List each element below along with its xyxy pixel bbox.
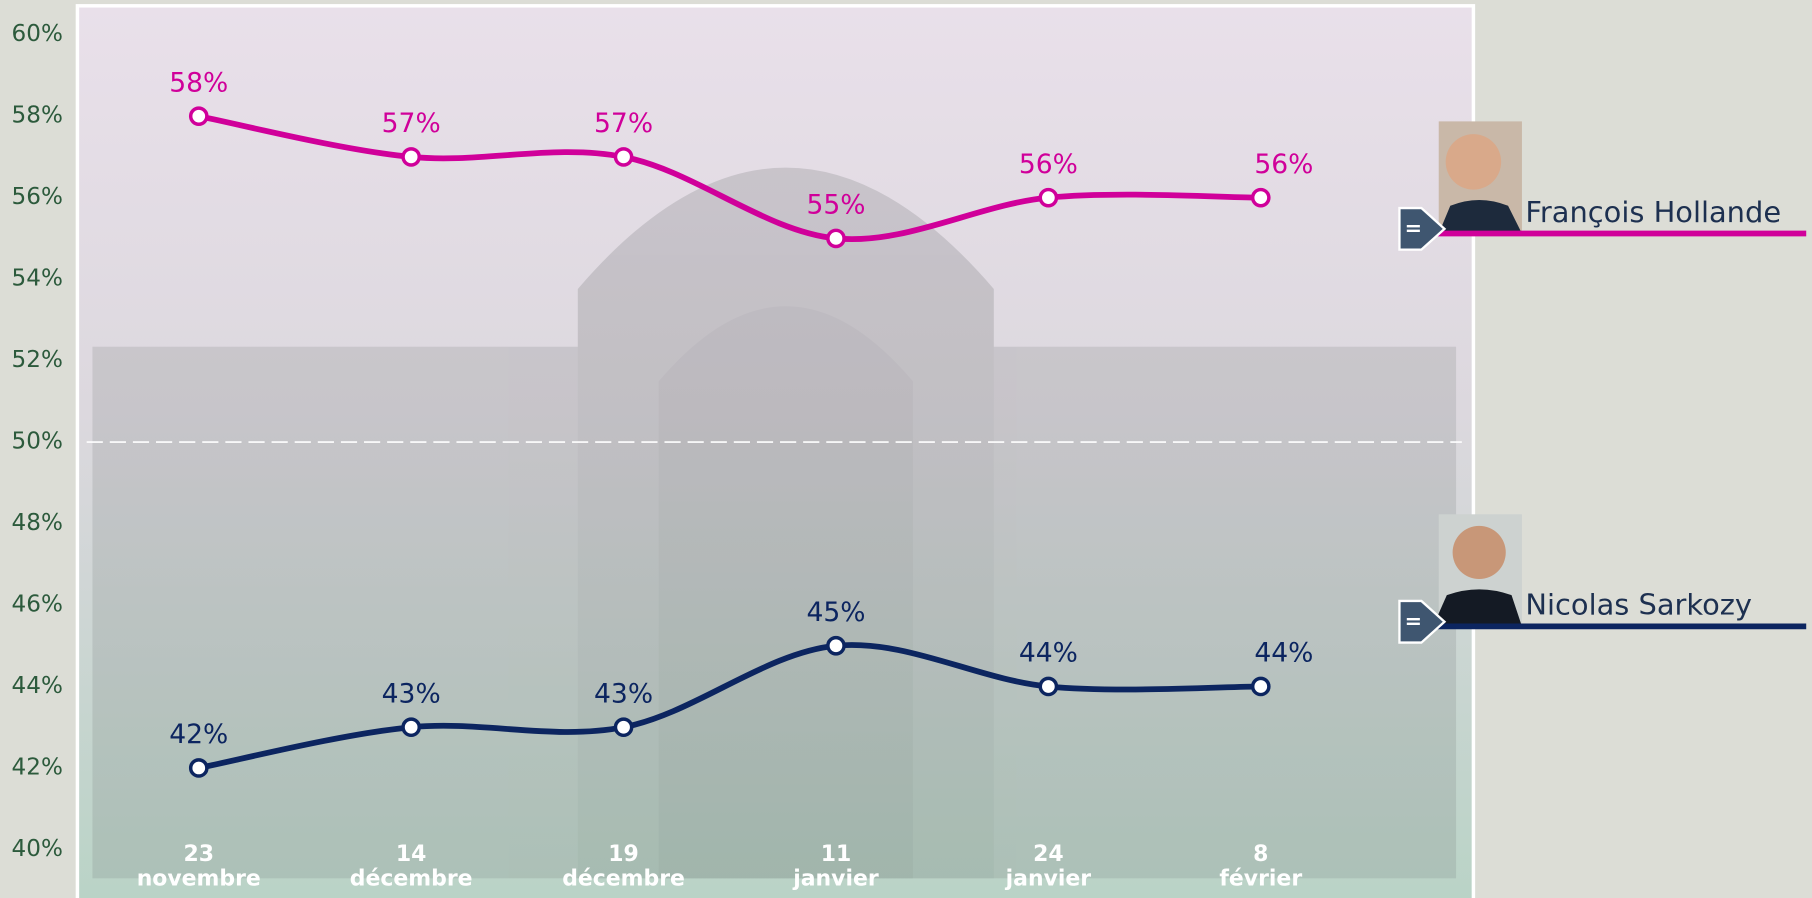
data-point: [401, 717, 421, 738]
series-line: [198, 113, 1261, 243]
y-tick-label: 44%: [12, 673, 63, 699]
y-tick-label: 58%: [12, 103, 63, 129]
y-tick-label: 46%: [12, 592, 63, 618]
x-tick-label-line: 23: [183, 842, 214, 867]
x-tick-label: 11 janvier: [792, 842, 879, 891]
y-tick-label: 50%: [12, 429, 63, 455]
y-tick-label: 40%: [12, 836, 63, 862]
x-tick-label-line: janvier: [792, 866, 879, 891]
y-tick-label: 52%: [12, 347, 63, 373]
legend-label: Nicolas Sarkozy: [1525, 588, 1752, 622]
data-point: [613, 717, 634, 738]
y-tick-label: 42%: [12, 754, 63, 780]
data-label: 57%: [594, 108, 653, 139]
legend-label: François Hollande: [1525, 195, 1781, 229]
x-tick-label: 23 novembre: [137, 842, 261, 891]
background-building: [92, 167, 1457, 879]
photo-suit: [1432, 589, 1522, 627]
x-tick-label-line: 19: [608, 842, 639, 867]
data-label: 56%: [1254, 149, 1313, 180]
data-label: 43%: [382, 678, 441, 709]
data-label: 44%: [1019, 638, 1078, 669]
x-tick-label: 8 février: [1219, 842, 1302, 891]
x-tick-label-line: 8: [1253, 842, 1268, 867]
data-point: [826, 228, 846, 249]
legend-trend-symbol: =: [1405, 609, 1422, 633]
x-tick-label-line: février: [1219, 866, 1302, 891]
data-label: 45%: [806, 597, 865, 628]
x-tick-label-line: janvier: [1005, 866, 1092, 891]
x-tick-label-line: 11: [821, 842, 852, 867]
series-line: [198, 642, 1261, 771]
y-tick-label: 48%: [12, 510, 63, 536]
x-tick-label-line: novembre: [137, 866, 261, 891]
data-point: [1038, 676, 1059, 697]
legend-trend-icon: [1398, 599, 1447, 644]
data-point: [401, 147, 421, 167]
data-label: 43%: [594, 678, 653, 709]
x-tick-label-line: 24: [1033, 842, 1064, 867]
data-point: [188, 106, 209, 127]
data-point: [1250, 676, 1271, 697]
data-point: [613, 147, 634, 167]
data-label: 55%: [806, 190, 865, 221]
photo-face: [1452, 525, 1506, 580]
data-label: 56%: [1019, 149, 1078, 180]
y-tick-label: 60%: [12, 21, 63, 47]
x-tick-label: 24 janvier: [1005, 842, 1092, 891]
data-point: [1038, 187, 1059, 208]
data-label: 57%: [382, 108, 441, 139]
x-tick-label: 14 décembre: [350, 842, 473, 891]
data-point: [188, 758, 209, 778]
legend-photos: [1432, 121, 1522, 627]
photo-face: [1445, 134, 1502, 190]
data-label: 58%: [169, 67, 228, 98]
legend-trend-symbol: =: [1405, 216, 1422, 240]
data-point: [1250, 187, 1271, 208]
y-tick-label: 54%: [12, 266, 63, 292]
x-tick-label-line: décembre: [350, 866, 473, 891]
x-tick-label-line: décembre: [562, 866, 685, 891]
x-tick-label-line: 14: [396, 842, 427, 867]
photo-suit: [1438, 199, 1522, 234]
x-tick-label: 19 décembre: [562, 842, 685, 891]
y-tick-label: 56%: [12, 184, 63, 210]
plot-area: [75, 4, 1476, 898]
data-label: 42%: [169, 719, 228, 750]
data-point: [826, 635, 846, 656]
legend-trend-icon: [1398, 206, 1447, 251]
data-label: 44%: [1254, 638, 1313, 669]
